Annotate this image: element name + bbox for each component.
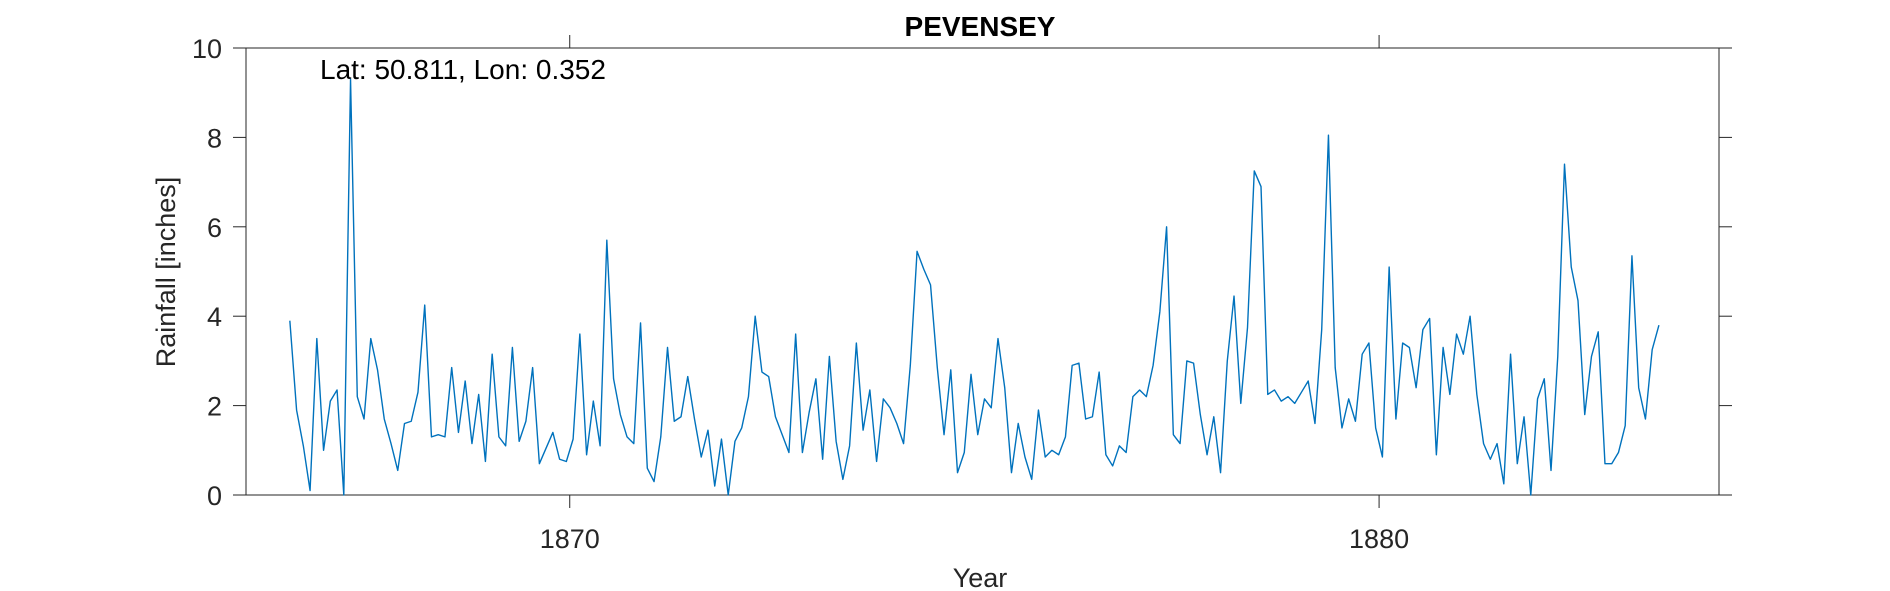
y-tick-label: 10 [192,34,222,64]
plot-area: 0 2 4 6 8 10 1870 1880 [192,34,1732,554]
y-tick-label: 8 [207,123,222,153]
y-tick-label: 0 [207,481,222,511]
y-tick-label: 6 [207,213,222,243]
y-tick-label: 4 [207,302,222,332]
x-tick-label: 1870 [540,524,600,554]
x-axis-label: Year [953,563,1008,591]
y-axis-label: Rainfall [inches] [151,177,181,368]
location-annotation: Lat: 50.811, Lon: 0.352 [320,54,606,85]
chart-title: PEVENSEY [905,11,1056,42]
rainfall-series-line [289,78,1660,496]
plot-box [245,47,1720,496]
y-tick-label: 2 [207,392,222,422]
x-tick-label: 1880 [1349,524,1409,554]
